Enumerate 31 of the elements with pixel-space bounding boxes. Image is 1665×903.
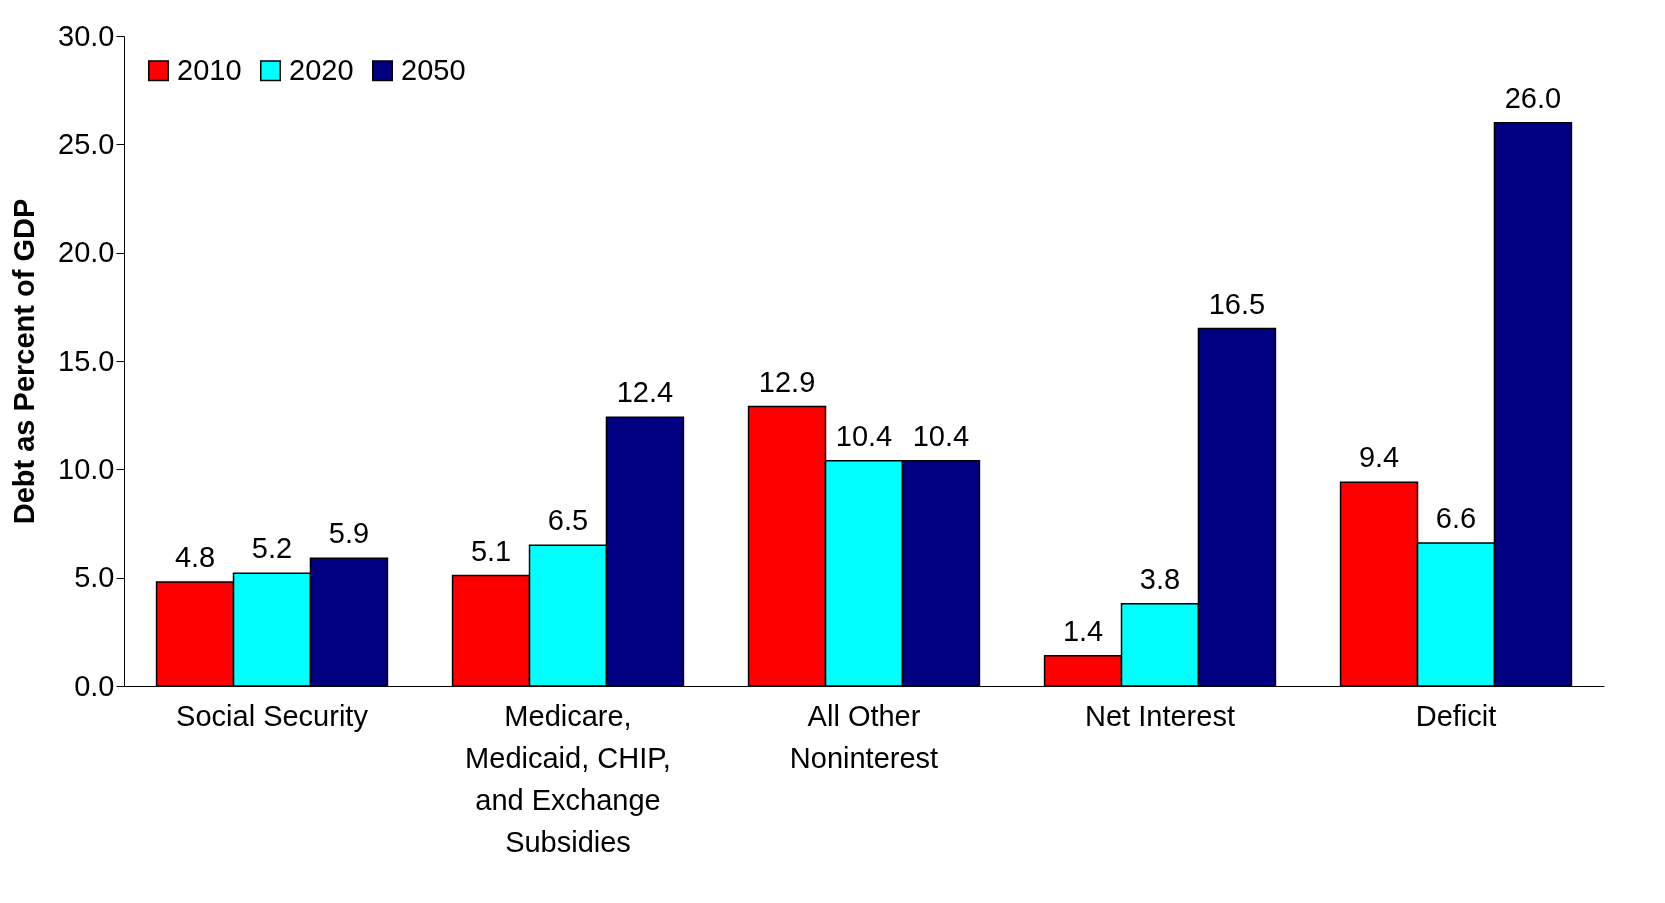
y-tick-label: 20.0 — [58, 236, 115, 269]
y-axis-title: Debt as Percent of GDP — [8, 198, 41, 525]
y-tick-label: 30.0 — [58, 19, 115, 52]
y-tick-label: 15.0 — [58, 344, 115, 377]
y-tick-label: 5.0 — [74, 561, 115, 594]
x-tick-label: All Other Noninterest — [789, 699, 939, 774]
data-label: 12.4 — [616, 376, 674, 409]
x-tick-label: Medicare, Medicaid, CHIP, and Exchange Subsidies — [465, 699, 671, 858]
data-label: 5.9 — [328, 517, 370, 550]
data-label: 3.8 — [1139, 562, 1181, 595]
y-tick-label: 10.0 — [58, 452, 115, 485]
data-label: 6.6 — [1435, 502, 1477, 534]
y-tick-label: 0.0 — [74, 669, 115, 702]
data-label: 10.4 — [912, 419, 970, 452]
x-tick-label: Net Interest — [1085, 699, 1235, 732]
data-label: 16.5 — [1208, 287, 1266, 320]
x-tick-label: Deficit — [1415, 699, 1497, 732]
y-tick-label: 25.0 — [58, 127, 115, 160]
data-label: 5.1 — [470, 534, 512, 567]
legend-label: 2020 — [289, 53, 354, 86]
x-tick-label: Social Security — [176, 699, 369, 732]
data-label: 4.8 — [174, 541, 216, 573]
data-label: 1.4 — [1062, 614, 1104, 647]
legend-label: 2050 — [401, 53, 466, 86]
data-label: 26.0 — [1504, 81, 1562, 114]
data-label: 10.4 — [835, 419, 893, 452]
data-label: 9.4 — [1358, 441, 1400, 474]
legend-label: 2010 — [177, 53, 242, 86]
data-label: 5.2 — [251, 532, 293, 565]
data-label: 12.9 — [758, 365, 816, 398]
data-label: 6.5 — [547, 504, 589, 537]
